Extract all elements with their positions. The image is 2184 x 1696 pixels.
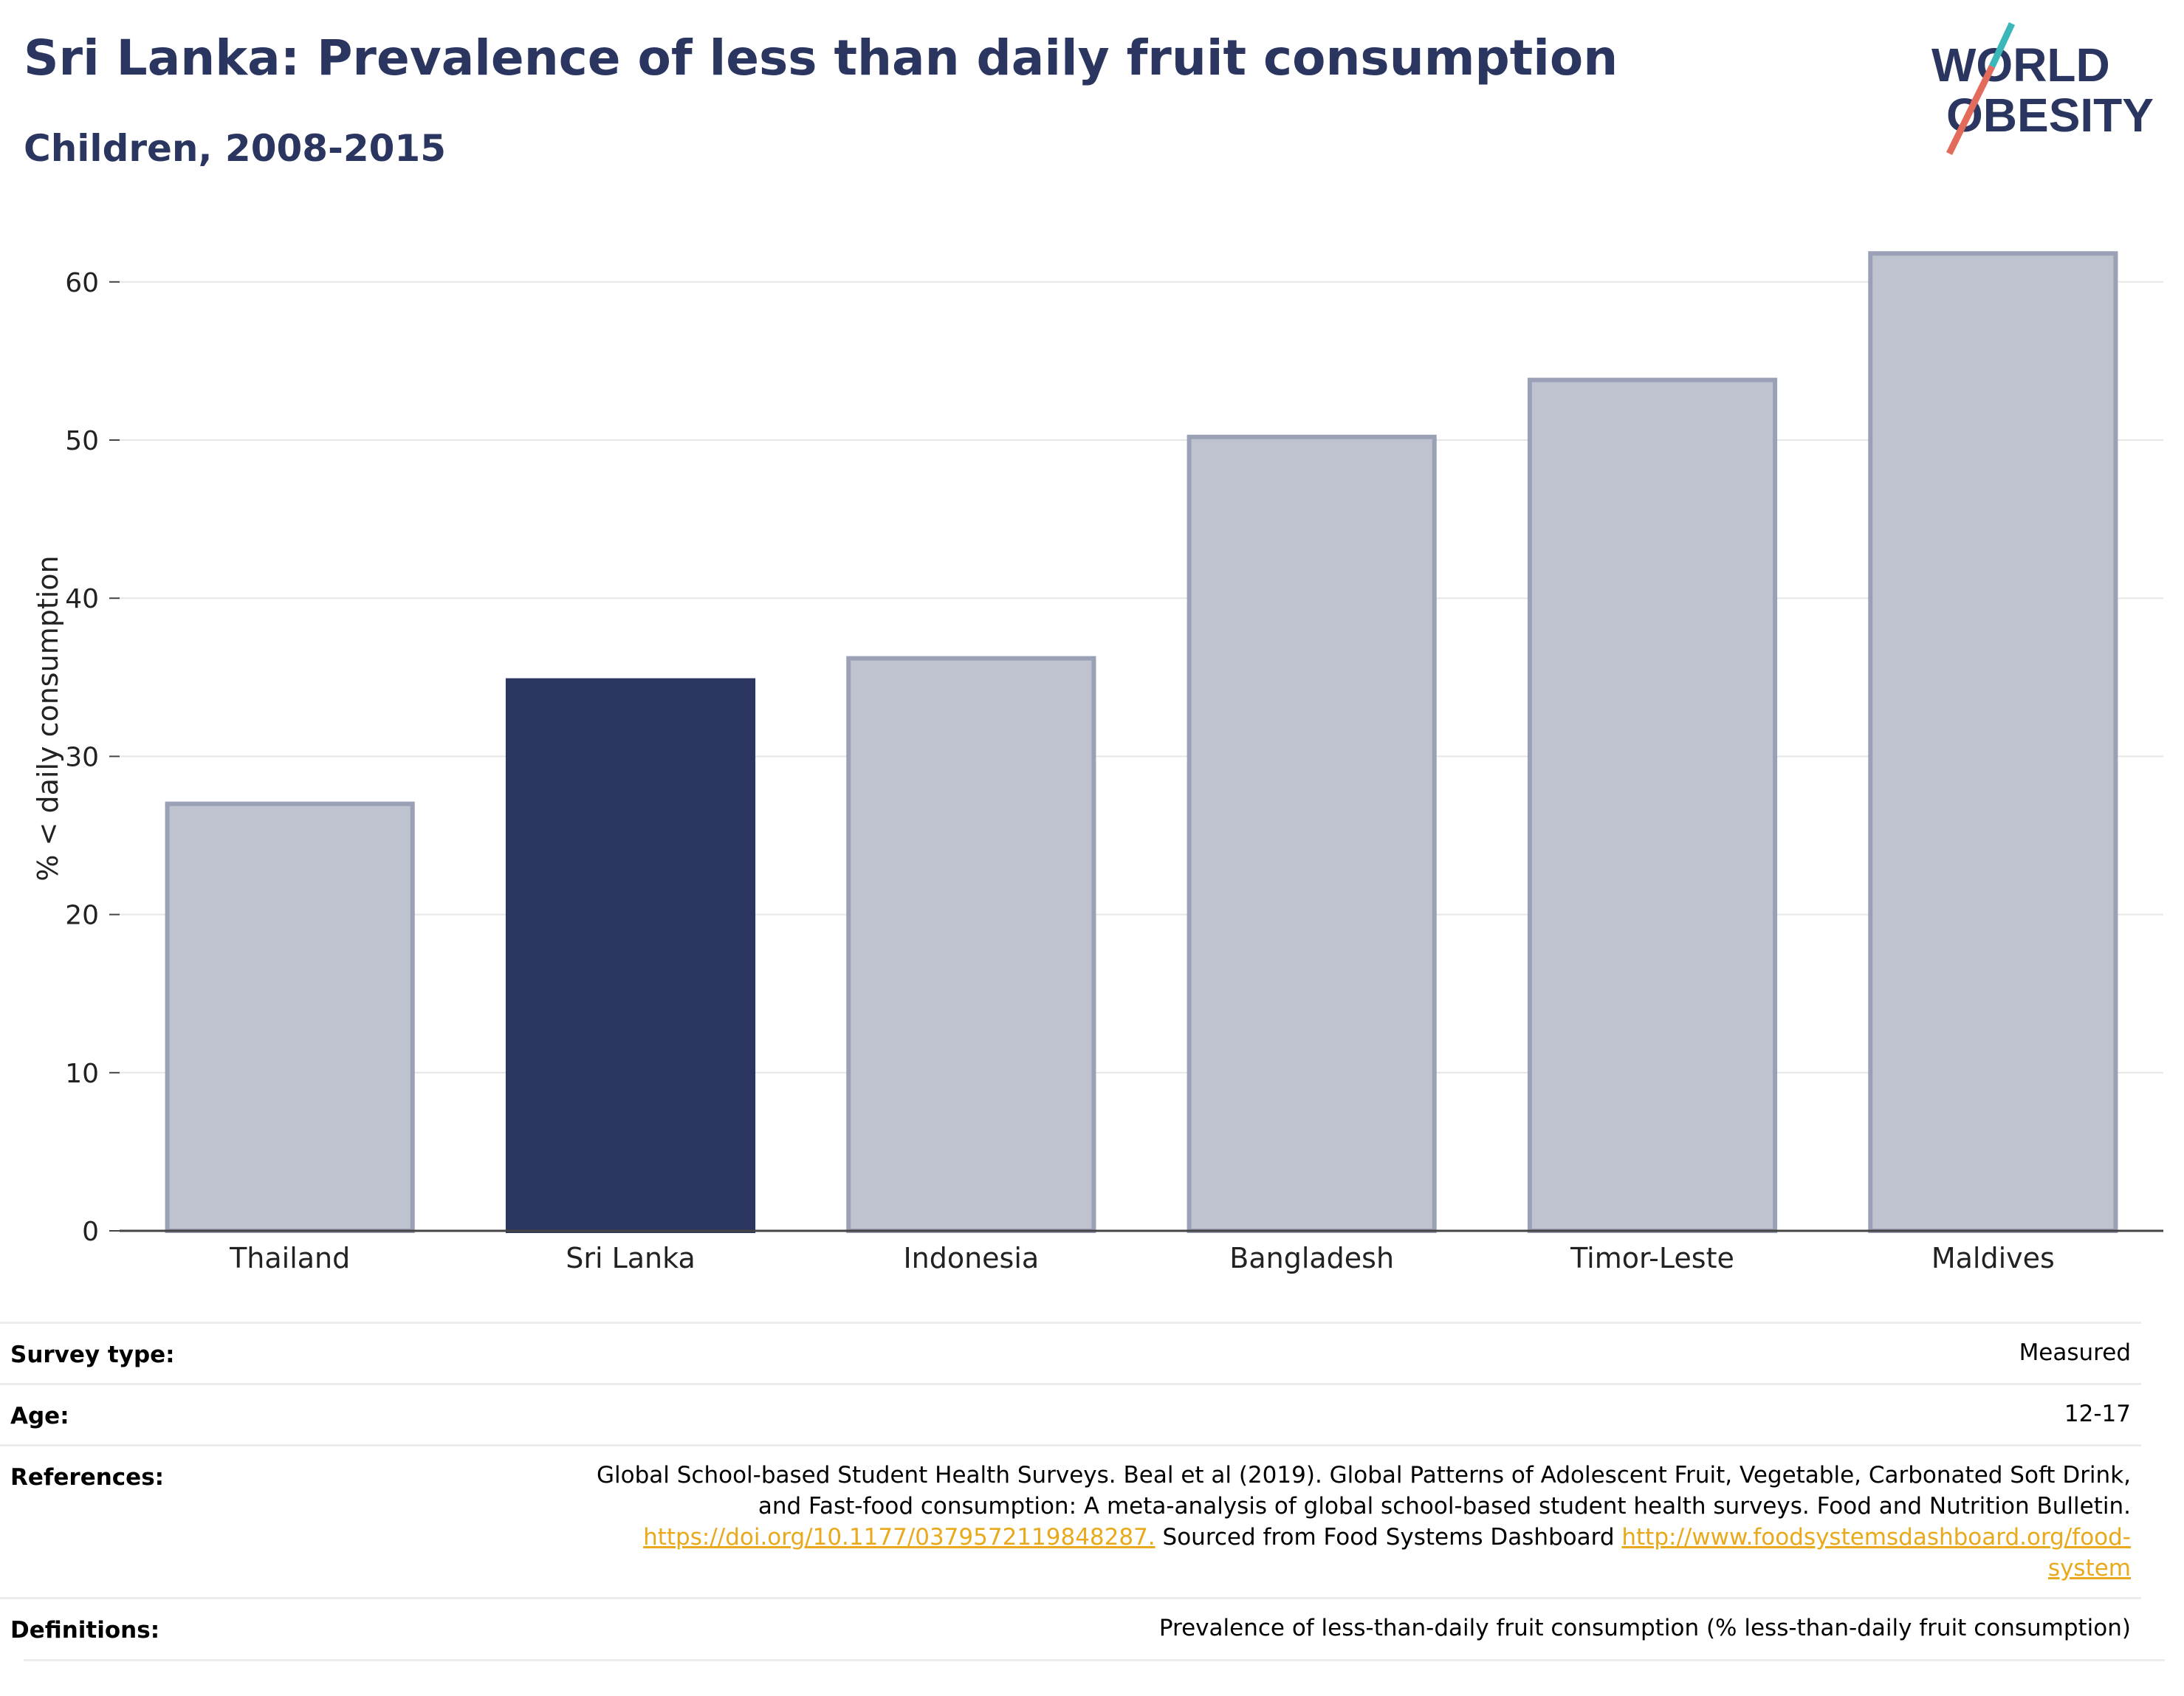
definitions-label: Definitions:	[10, 1617, 160, 1644]
y-tick-label: 10	[65, 1059, 99, 1089]
bar-indonesia	[846, 656, 1096, 1233]
world-obesity-logo: WORLD OBESITY	[1931, 22, 2154, 155]
x-tick-label: Timor-Leste	[1570, 1242, 1734, 1274]
age-value: 12-17	[2064, 1401, 2131, 1427]
x-tick-labels: Thailand Sri Lanka Indonesia Bangladesh Timo…	[229, 1242, 2055, 1274]
age-label: Age:	[10, 1403, 69, 1429]
bar-bangladesh	[1187, 434, 1437, 1234]
chart-title: Sri Lanka: Prevalence of less than daily…	[24, 30, 1618, 86]
logo-text-line2: OBESITY	[1946, 89, 2154, 142]
survey-type-value: Measured	[2019, 1339, 2131, 1366]
y-tick-label: 30	[65, 742, 99, 772]
x-tick-label: Indonesia	[903, 1242, 1039, 1274]
chart-subtitle: Children, 2008-2015	[24, 127, 446, 170]
references-line1: Global School-based Student Health Surve…	[597, 1462, 2131, 1489]
y-tick-label: 20	[65, 901, 99, 931]
bottom-divider	[24, 1659, 2165, 1661]
meta-row-definitions: Definitions: Prevalence of less-than-dai…	[0, 1597, 2141, 1644]
definitions-value: Prevalence of less-than-daily fruit cons…	[1158, 1615, 2131, 1641]
references-label: References:	[10, 1464, 165, 1491]
y-tick-label: 0	[82, 1217, 99, 1247]
x-tick-label: Sri Lanka	[566, 1242, 696, 1274]
meta-row-age: Age: 12-17	[0, 1383, 2141, 1429]
bar-maldives	[1868, 251, 2118, 1233]
logo-slash-coral	[1946, 65, 1996, 155]
bar-sri-lanka	[505, 678, 756, 1233]
references-value: Global School-based Student Health Surve…	[433, 1460, 2131, 1584]
logo-text-line1: WORLD	[1931, 38, 2110, 92]
x-tick-label: Maldives	[1931, 1242, 2055, 1274]
y-tick-label: 40	[65, 584, 99, 614]
bar-timor-leste	[1527, 377, 1778, 1233]
dashboard-link[interactable]: http://www.foodsystemsdashboard.org/food…	[1621, 1524, 2131, 1551]
y-tick-label: 60	[65, 268, 99, 298]
x-tick-label: Bangladesh	[1229, 1242, 1394, 1274]
x-tick-label: Thailand	[229, 1242, 350, 1274]
logo-slash-teal	[1988, 22, 2016, 68]
meta-row-survey-type: Survey type: Measured	[0, 1322, 2141, 1368]
y-tick-label: 50	[65, 426, 99, 456]
y-axis-label: % < daily consumption	[32, 555, 64, 881]
bars	[165, 251, 2118, 1234]
y-tick-labels: 0 10 20 30 40 50 60	[65, 268, 120, 1247]
sourced-text: Sourced from Food Systems Dashboard	[1155, 1524, 1622, 1551]
bar-thailand	[165, 801, 415, 1234]
references-line2: and Fast-food consumption: A meta-analys…	[758, 1493, 2131, 1520]
bar-chart: % < daily consumption 0 10 20 30 40 50 60 Thai…	[32, 251, 2163, 1274]
survey-type-label: Survey type:	[10, 1342, 175, 1368]
doi-link[interactable]: https://doi.org/10.1177/0379572119848287…	[643, 1524, 1155, 1551]
meta-row-references: References: Global School-based Student …	[0, 1444, 2141, 1599]
references-line3: https://doi.org/10.1177/0379572119848287…	[433, 1522, 2131, 1553]
dashboard-link-continued[interactable]: system	[2047, 1555, 2131, 1582]
gridlines	[120, 281, 2163, 1074]
